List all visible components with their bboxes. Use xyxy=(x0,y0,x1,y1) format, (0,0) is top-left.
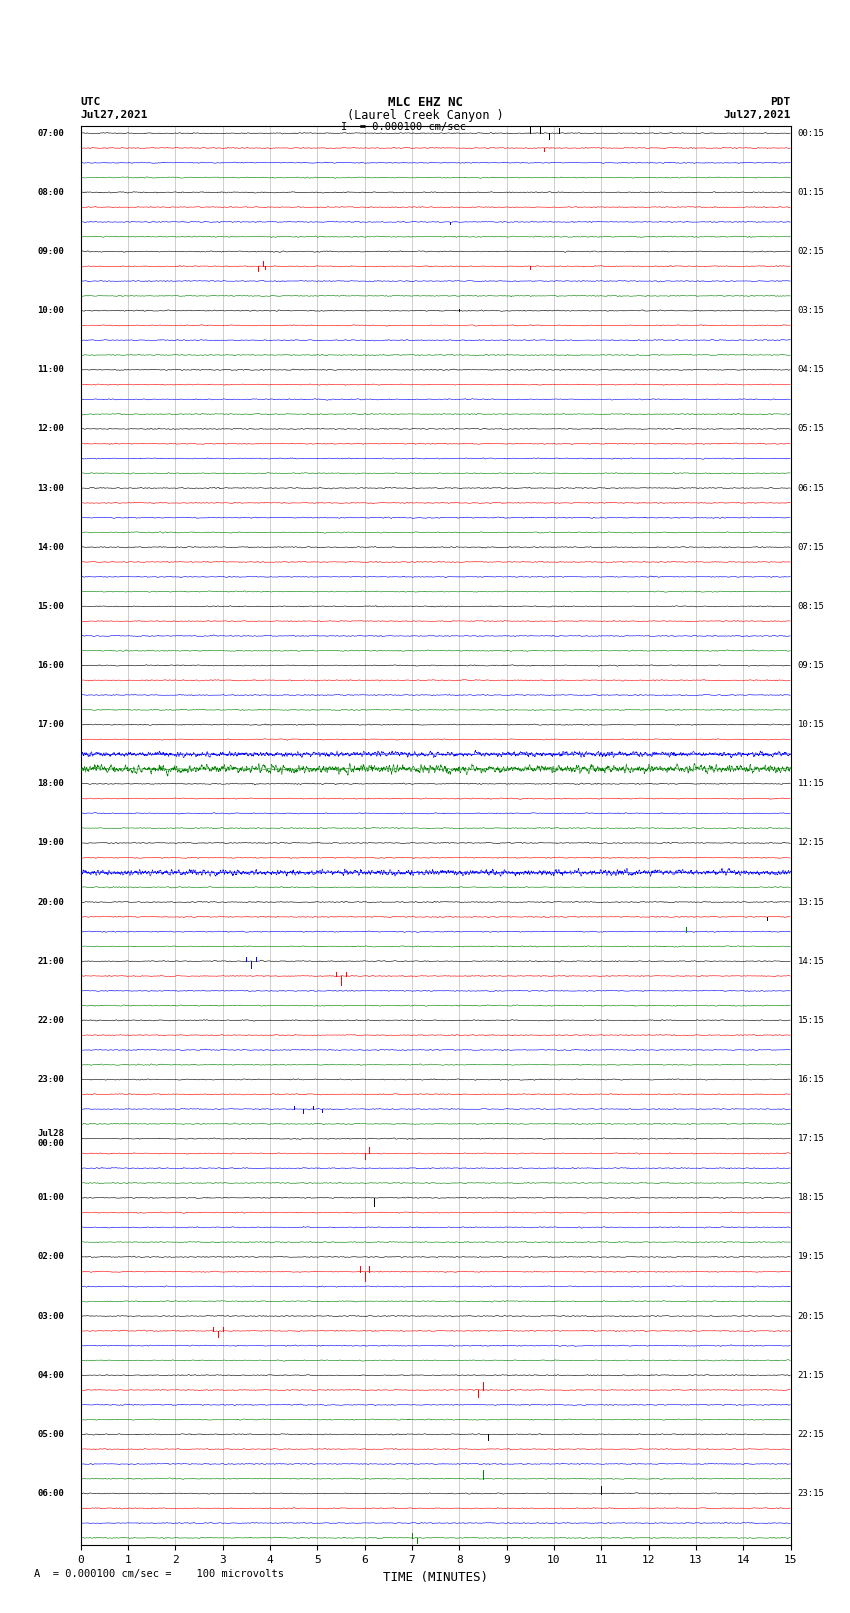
Text: 08:15: 08:15 xyxy=(797,602,824,611)
Text: 17:00: 17:00 xyxy=(37,719,65,729)
Text: 01:15: 01:15 xyxy=(797,187,824,197)
Text: 13:15: 13:15 xyxy=(797,897,824,907)
Text: 22:00: 22:00 xyxy=(37,1016,65,1024)
Text: 14:00: 14:00 xyxy=(37,542,65,552)
Text: 13:00: 13:00 xyxy=(37,484,65,492)
Text: 18:00: 18:00 xyxy=(37,779,65,789)
Text: 16:15: 16:15 xyxy=(797,1074,824,1084)
Text: 04:00: 04:00 xyxy=(37,1371,65,1379)
Text: 01:00: 01:00 xyxy=(37,1194,65,1202)
Text: 08:00: 08:00 xyxy=(37,187,65,197)
Text: 21:00: 21:00 xyxy=(37,957,65,966)
Text: (Laurel Creek Canyon ): (Laurel Creek Canyon ) xyxy=(347,108,503,123)
Text: 15:15: 15:15 xyxy=(797,1016,824,1024)
Text: 03:00: 03:00 xyxy=(37,1311,65,1321)
Text: PDT: PDT xyxy=(770,97,790,108)
Text: 00:00: 00:00 xyxy=(37,1139,65,1148)
Text: Jul28: Jul28 xyxy=(37,1129,65,1137)
Text: 07:00: 07:00 xyxy=(37,129,65,137)
Text: 12:15: 12:15 xyxy=(797,839,824,847)
Text: 12:00: 12:00 xyxy=(37,424,65,434)
Text: 21:15: 21:15 xyxy=(797,1371,824,1379)
Text: 05:15: 05:15 xyxy=(797,424,824,434)
Text: I  = 0.000100 cm/sec: I = 0.000100 cm/sec xyxy=(341,123,467,132)
Text: 09:00: 09:00 xyxy=(37,247,65,256)
Text: 19:15: 19:15 xyxy=(797,1252,824,1261)
Text: 02:15: 02:15 xyxy=(797,247,824,256)
Text: 09:15: 09:15 xyxy=(797,661,824,669)
Text: 16:00: 16:00 xyxy=(37,661,65,669)
Text: 20:15: 20:15 xyxy=(797,1311,824,1321)
Text: 11:15: 11:15 xyxy=(797,779,824,789)
Text: 02:00: 02:00 xyxy=(37,1252,65,1261)
Text: 06:15: 06:15 xyxy=(797,484,824,492)
Text: 15:00: 15:00 xyxy=(37,602,65,611)
Text: Jul27,2021: Jul27,2021 xyxy=(81,110,148,121)
Text: 10:15: 10:15 xyxy=(797,719,824,729)
X-axis label: TIME (MINUTES): TIME (MINUTES) xyxy=(383,1571,488,1584)
Text: 07:15: 07:15 xyxy=(797,542,824,552)
Text: UTC: UTC xyxy=(81,97,101,108)
Text: 23:00: 23:00 xyxy=(37,1074,65,1084)
Text: 05:00: 05:00 xyxy=(37,1429,65,1439)
Text: 11:00: 11:00 xyxy=(37,365,65,374)
Text: 22:15: 22:15 xyxy=(797,1429,824,1439)
Text: 06:00: 06:00 xyxy=(37,1489,65,1498)
Text: 10:00: 10:00 xyxy=(37,306,65,315)
Text: 19:00: 19:00 xyxy=(37,839,65,847)
Text: A  = 0.000100 cm/sec =    100 microvolts: A = 0.000100 cm/sec = 100 microvolts xyxy=(34,1569,284,1579)
Text: 20:00: 20:00 xyxy=(37,897,65,907)
Text: Jul27,2021: Jul27,2021 xyxy=(723,110,791,121)
Text: 18:15: 18:15 xyxy=(797,1194,824,1202)
Text: 04:15: 04:15 xyxy=(797,365,824,374)
Text: 23:15: 23:15 xyxy=(797,1489,824,1498)
Text: 17:15: 17:15 xyxy=(797,1134,824,1144)
Text: MLC EHZ NC: MLC EHZ NC xyxy=(388,95,462,110)
Text: 03:15: 03:15 xyxy=(797,306,824,315)
Text: 14:15: 14:15 xyxy=(797,957,824,966)
Text: 00:15: 00:15 xyxy=(797,129,824,137)
